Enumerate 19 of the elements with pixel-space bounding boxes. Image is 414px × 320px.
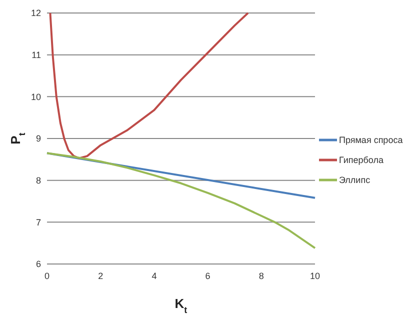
legend-label: Эллипс: [339, 175, 371, 186]
legend-label: Гипербола: [339, 155, 384, 166]
x-tick-label: 2: [98, 271, 104, 281]
x-axis-title: K$_{t}$: [174, 296, 188, 315]
y-tick-label: 12: [30, 8, 41, 18]
x-tick-label: 8: [258, 271, 264, 281]
x-tick-label: 4: [152, 271, 157, 281]
line-series: [46, 152, 316, 250]
y-tick-label: 8: [36, 175, 41, 186]
x-tick-label: 10: [310, 271, 320, 281]
y-tick-label: 9: [36, 134, 41, 144]
y-tick-label: 7: [36, 217, 41, 228]
x-tick-label: 0: [44, 271, 50, 281]
y-tick-label: 10: [30, 92, 41, 102]
legend-label: Прямая спроса: [339, 135, 403, 146]
line-series: [49, 12, 249, 160]
y-tick-label: 6: [36, 259, 41, 270]
y-tick-label: 11: [32, 50, 41, 60]
x-tick-label: 6: [205, 271, 210, 281]
